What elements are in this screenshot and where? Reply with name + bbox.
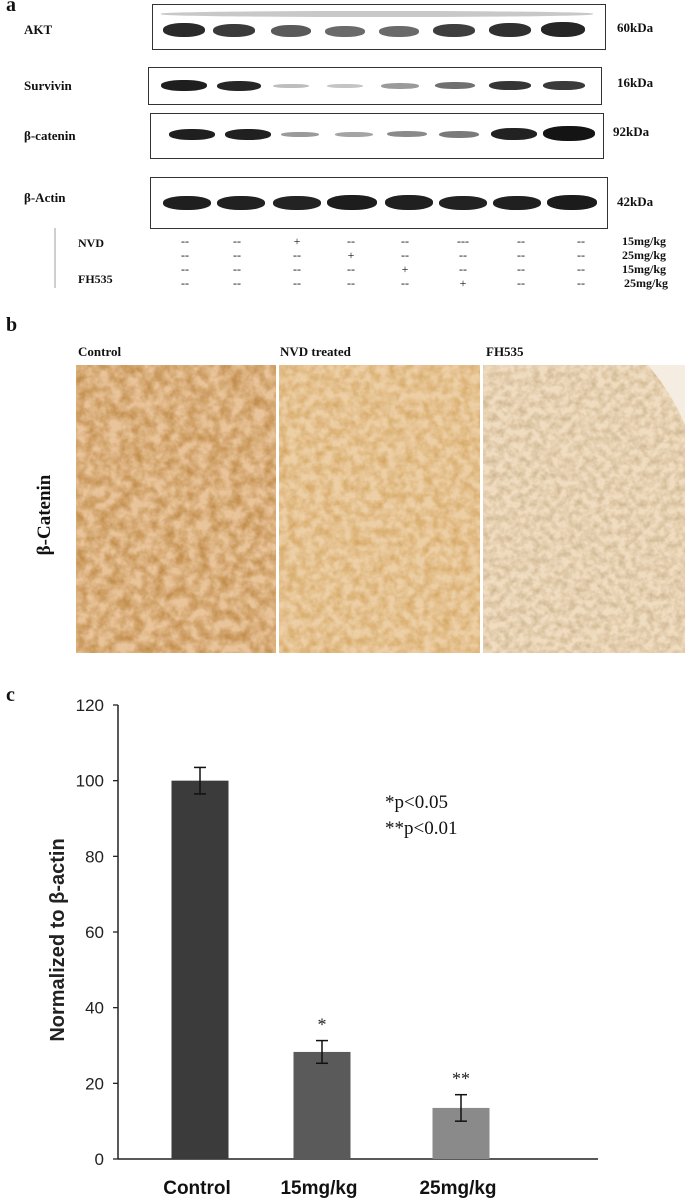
condition-cell: -- (233, 248, 241, 262)
bar (293, 1051, 351, 1159)
y-tick-label: 120 (76, 696, 104, 715)
ihc-image-nvd-treated (279, 365, 480, 653)
condition-cell: -- (293, 276, 301, 290)
condition-cell: + (401, 262, 409, 276)
condition-cell: + (459, 276, 467, 290)
condition-cell: -- (459, 248, 467, 262)
y-axis-title: Normalized to β-actin (47, 838, 69, 1041)
blot-survivin (148, 67, 602, 105)
significance-marker: ** (452, 1069, 470, 1089)
dose-label-nvd-25: 25mg/kg (622, 248, 667, 262)
significance-note-1: *p<0.05 (385, 792, 448, 813)
y-tick-label: 100 (76, 772, 104, 791)
condition-fh535-label: FH535 (78, 272, 113, 286)
panel-a-letter: a (6, 0, 16, 16)
condition-cell: -- (577, 248, 585, 262)
ihc-image-fh535 (483, 365, 685, 653)
condition-cell: -- (347, 262, 355, 276)
condition-cell: -- (293, 248, 301, 262)
y-tick-label: 40 (85, 999, 104, 1018)
condition-cell: -- (181, 276, 189, 290)
condition-cell: -- (347, 276, 355, 290)
dose-label-fh535-25: 25mg/kg (624, 276, 669, 290)
bar (171, 780, 229, 1159)
blot-akt (152, 4, 606, 50)
ihc-label-control: Control (78, 344, 122, 359)
blot-label-beta-catenin: β-catenin (24, 128, 76, 143)
condition-cell: -- (347, 234, 355, 248)
significance-note-2: **p<0.01 (385, 818, 458, 839)
x-tick-label: 15mg/kg (280, 1178, 357, 1199)
blot-label-beta-actin: β-Actin (24, 190, 66, 205)
bar-chart: 0 20 40 60 80 100 120 Normalized to β-actin Cont… (47, 696, 598, 1199)
blot-size-beta-actin: 42kDa (617, 194, 654, 209)
condition-cell: -- (401, 248, 409, 262)
condition-cell: + (347, 248, 355, 262)
condition-cell: -- (459, 262, 467, 276)
blot-size-akt: 60kDa (617, 20, 654, 35)
blot-size-beta-catenin: 92kDa (613, 124, 650, 139)
condition-cell: -- (233, 262, 241, 276)
ihc-row-label: β-Catenin (34, 474, 55, 555)
significance-marker: * (318, 1015, 327, 1035)
ihc-row-label-text: β-Catenin (34, 474, 55, 555)
y-tick-label: 60 (85, 923, 104, 942)
condition-cell: -- (517, 234, 525, 248)
ihc-image-control (76, 365, 276, 653)
condition-cell: -- (577, 262, 585, 276)
condition-cell: + (293, 234, 301, 248)
condition-cell: --- (457, 234, 469, 248)
condition-cell: -- (517, 276, 525, 290)
condition-cell: -- (181, 248, 189, 262)
y-tick-label: 80 (85, 847, 104, 866)
blot-beta-catenin (150, 113, 604, 159)
conditions-divider (54, 228, 56, 288)
condition-cell: -- (577, 234, 585, 248)
panel-b-letter: b (6, 314, 18, 336)
blot-size-survivin: 16kDa (617, 75, 654, 90)
condition-cell: -- (401, 276, 409, 290)
dose-label-nvd-15: 15mg/kg (622, 234, 667, 248)
dose-label-fh535-15: 15mg/kg (622, 262, 667, 276)
blot-label-akt: AKT (24, 22, 53, 37)
condition-cell: -- (293, 262, 301, 276)
blot-label-survivin: Survivin (24, 78, 72, 93)
condition-cell: -- (233, 234, 241, 248)
blot-beta-actin (150, 177, 608, 229)
condition-cell: -- (181, 234, 189, 248)
panel-c-letter: c (6, 684, 15, 706)
condition-cell: -- (233, 276, 241, 290)
x-tick-label: Control (163, 1178, 231, 1199)
ihc-label-nvd-treated: NVD treated (280, 344, 351, 359)
condition-nvd-label: NVD (78, 236, 104, 250)
condition-cell: -- (517, 262, 525, 276)
y-tick-label: 20 (85, 1074, 104, 1093)
x-tick-label: 25mg/kg (419, 1178, 496, 1199)
ihc-label-fh535: FH535 (486, 344, 524, 359)
condition-cell: -- (577, 276, 585, 290)
condition-cell: -- (181, 262, 189, 276)
y-tick-label: 0 (95, 1150, 104, 1169)
condition-cell: -- (401, 234, 409, 248)
condition-cell: -- (517, 248, 525, 262)
